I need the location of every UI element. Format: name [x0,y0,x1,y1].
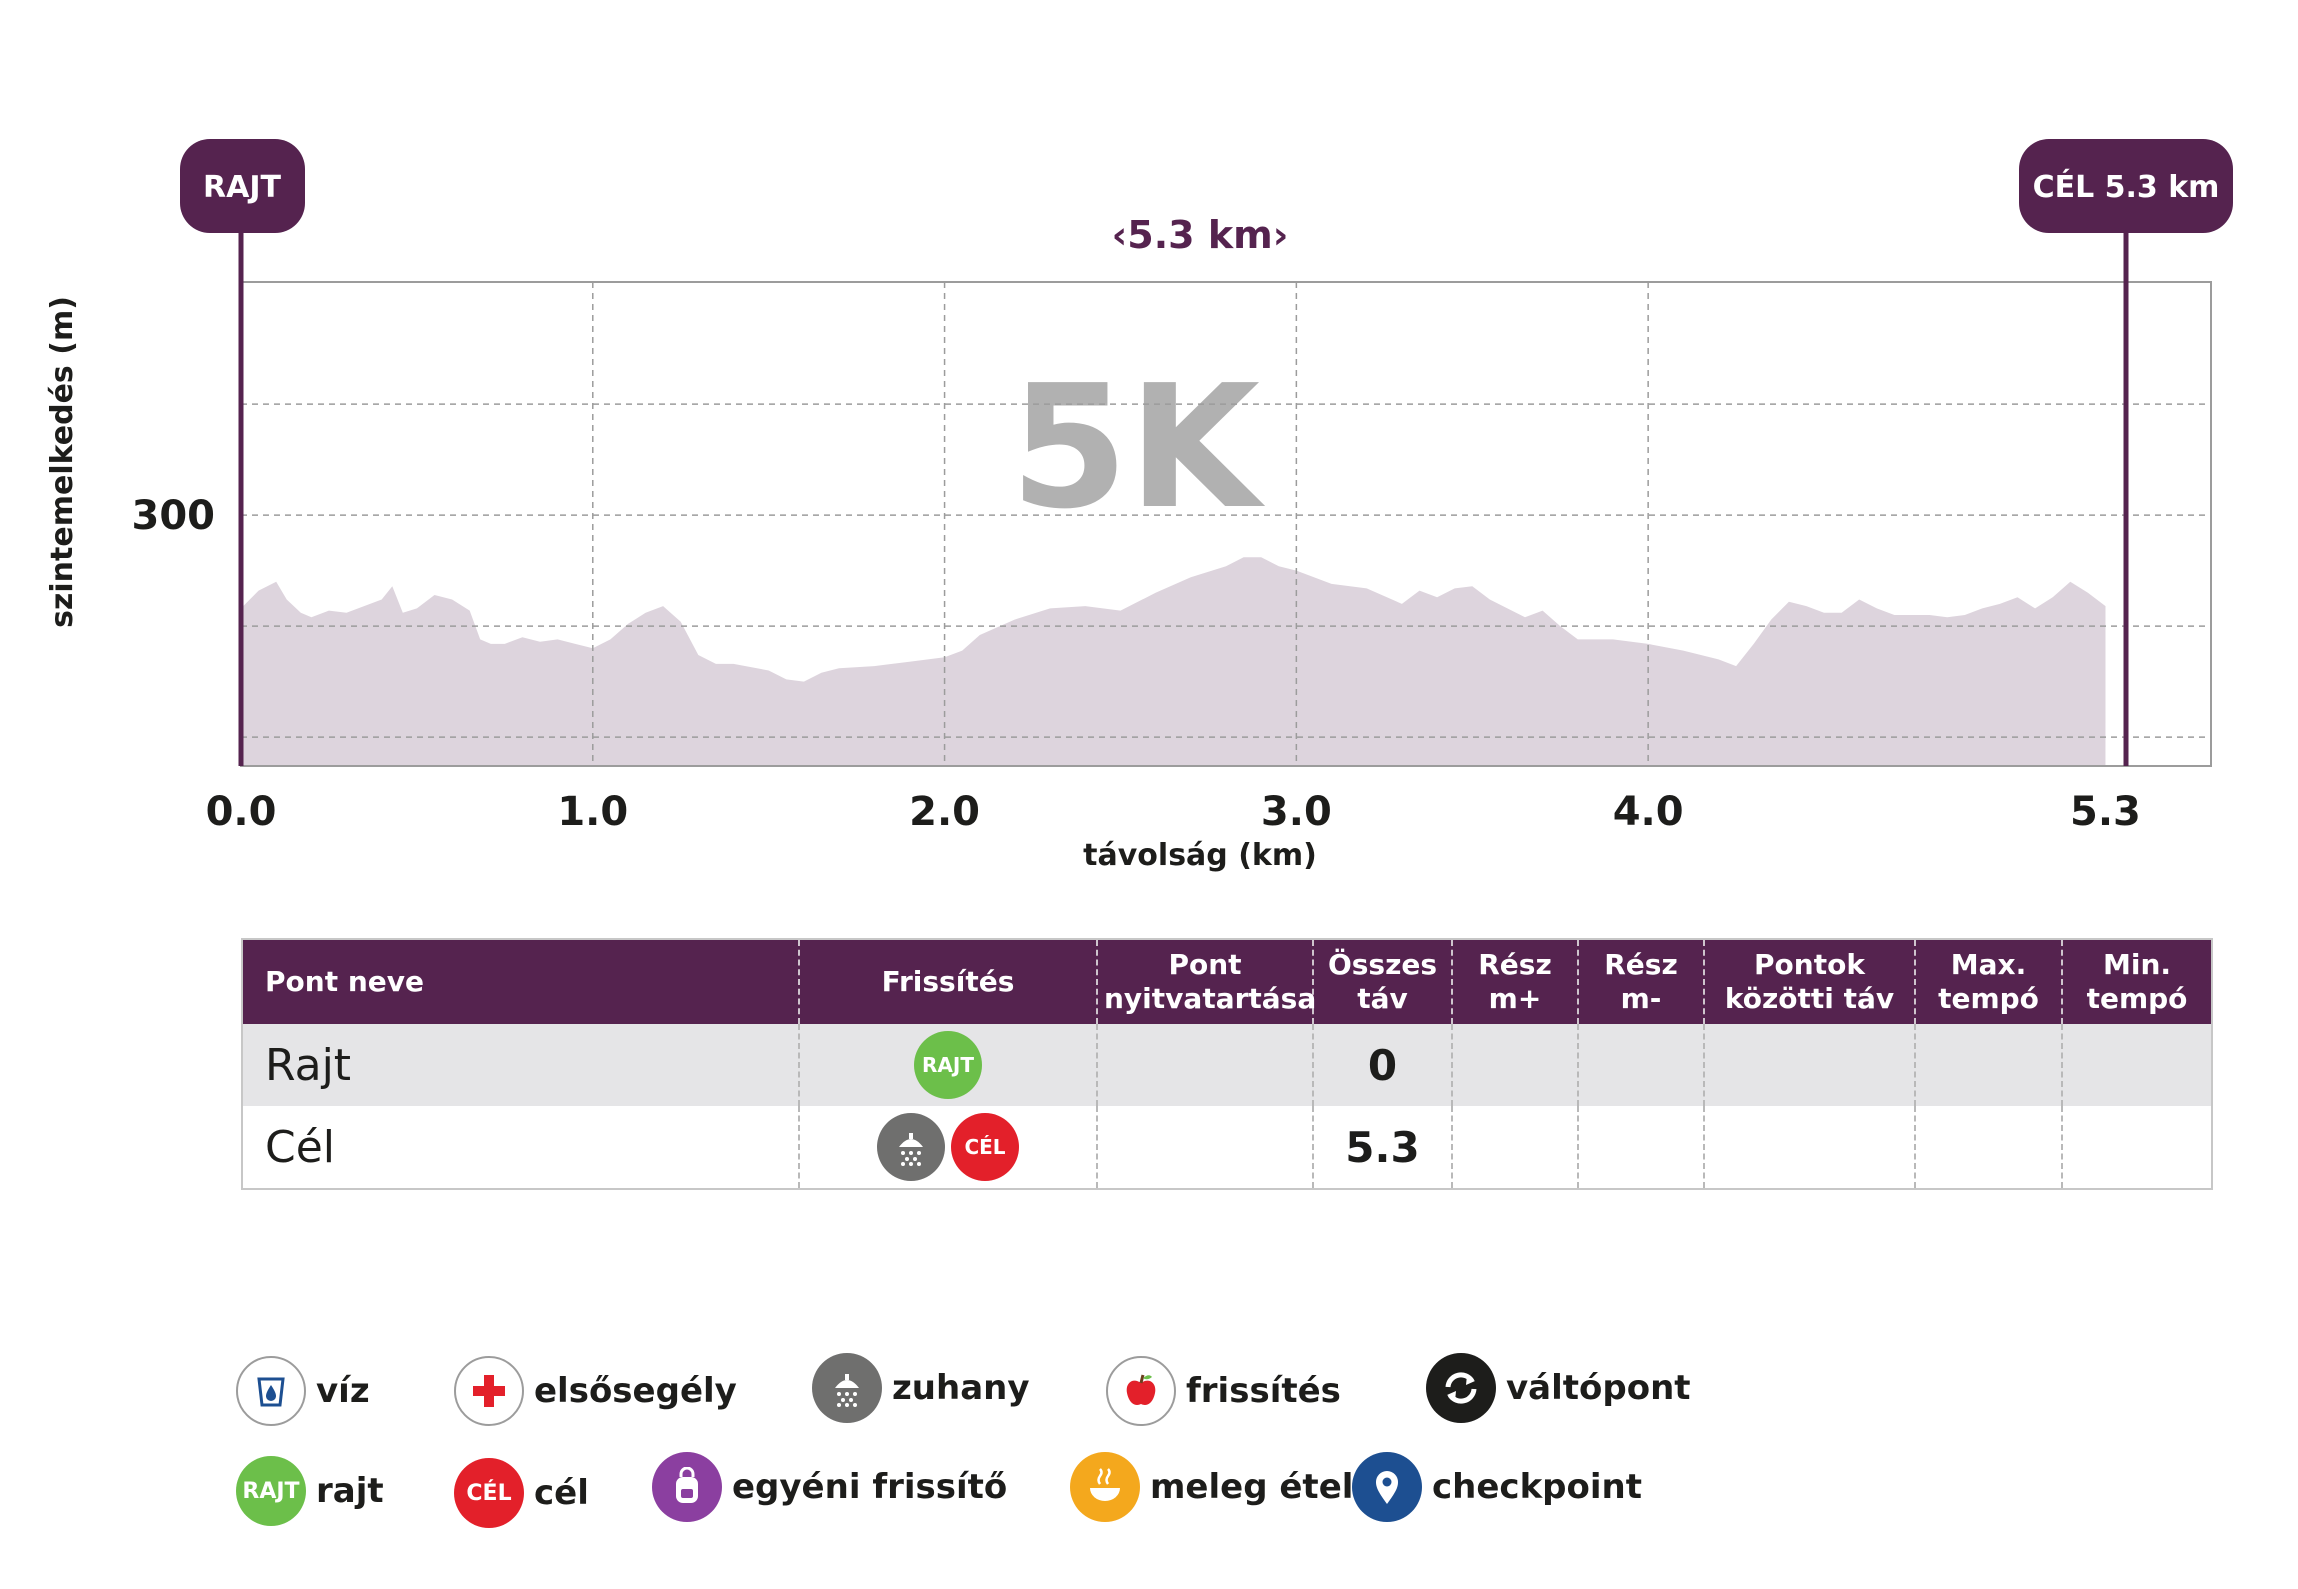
elevation-chart: 5K RAJT CÉL 5.3 km ‹5.3 km› 0.0 1.0 2.0 3.0… [45,139,2233,873]
table-row: Cél CÉL 5.3 [242,1106,2212,1189]
ascent-cell [1451,1106,1578,1189]
legend-start: RAJT rajt [236,1455,384,1527]
table-row: Rajt RAJT 0 [242,1024,2212,1106]
legend-first-aid: elsősegély [454,1355,737,1427]
header-refreshment: Frissítés [798,939,1097,1024]
refreshment-cell: RAJT [798,1024,1097,1106]
finish-flag: CÉL 5.3 km [2019,139,2233,233]
header-max-pace: Max. tempó [1914,939,2062,1024]
min-pace-cell [2061,1024,2212,1106]
apple-icon [1106,1356,1176,1426]
descent-cell [1577,1106,1704,1189]
legend-water: víz [236,1355,370,1427]
x-axis-ticks: 0.0 1.0 2.0 3.0 4.0 5.3 [206,789,2141,835]
y-tick-label: 300 [132,493,216,539]
shower-icon [812,1353,882,1423]
table-header-row: Pont neve Frissítés Pont nyitvatartása Ö… [242,939,2212,1024]
x-tick-label: 3.0 [1261,789,1332,835]
checkpoint-pin-icon [1352,1452,1422,1522]
y-axis-label: szintemelkedés (m) [45,296,80,628]
legend-label: frissítés [1186,1371,1341,1411]
legend-label: checkpoint [1432,1467,1642,1507]
legend-finish: CÉL cél [454,1457,589,1529]
legend-label: egyéni frissítő [732,1467,1008,1507]
distance-label: ‹5.3 km› [1112,213,1289,257]
hot-food-icon [1070,1452,1140,1522]
legend-personal: egyéni frissítő [652,1451,1007,1523]
point-name: Cél [242,1106,799,1189]
water-icon [236,1356,306,1426]
finish-badge-icon: CÉL [951,1113,1019,1181]
finish-badge-icon: CÉL [454,1458,524,1528]
min-pace-cell [2061,1106,2212,1189]
finish-flag-label: CÉL 5.3 km [2033,169,2220,205]
x-tick-label: 2.0 [909,789,980,835]
max-pace-cell [1914,1024,2062,1106]
legend-label: víz [316,1371,370,1411]
ascent-cell [1451,1024,1578,1106]
descent-cell [1577,1024,1704,1106]
header-distance-between: Pontok közötti táv [1703,939,1915,1024]
backpack-icon [652,1452,722,1522]
opening-cell [1096,1106,1313,1189]
max-pace-cell [1914,1106,2062,1189]
opening-cell [1096,1024,1313,1106]
legend-label: rajt [316,1471,384,1511]
x-tick-label: 1.0 [557,789,628,835]
total-distance-cell: 0 [1312,1024,1452,1106]
header-opening-hours: Pont nyitvatartása [1096,939,1316,1024]
legend-exchange: váltópont [1426,1352,1691,1424]
legend-label: zuhany [892,1368,1030,1408]
shower-icon [877,1113,945,1181]
start-flag-label: RAJT [203,170,281,205]
legend-shower: zuhany [812,1352,1030,1424]
legend-label: meleg étel [1150,1467,1354,1507]
y-axis-ticks: 300 [132,493,216,539]
elevation-profile-area [241,557,2106,766]
legend-checkpoint: checkpoint [1352,1451,1642,1523]
x-tick-label: 5.3 [2070,789,2141,835]
start-flag: RAJT [180,139,305,233]
legend-label: cél [534,1473,589,1513]
points-table: Pont neve Frissítés Pont nyitvatartása Ö… [241,938,2213,1190]
header-point-name: Pont neve [242,939,799,1024]
x-axis-label: távolság (km) [1083,838,1317,873]
grid-lines [241,282,2211,766]
race-name: 5K [1010,349,1265,547]
legend-label: elsősegély [534,1371,737,1411]
start-badge-icon: RAJT [236,1456,306,1526]
header-partial-ascent: Rész m+ [1451,939,1578,1024]
start-badge-icon: RAJT [914,1031,982,1099]
point-name: Rajt [242,1024,799,1106]
x-tick-label: 4.0 [1613,789,1684,835]
x-tick-label: 0.0 [206,789,277,835]
between-cell [1703,1024,1915,1106]
header-min-pace: Min. tempó [2061,939,2212,1024]
total-distance-cell: 5.3 [1312,1106,1452,1189]
legend-label: váltópont [1506,1368,1691,1408]
legend-refreshment: frissítés [1106,1355,1341,1427]
legend-hot-food: meleg étel [1070,1451,1353,1523]
between-cell [1703,1106,1915,1189]
refreshment-cell: CÉL [798,1106,1097,1189]
header-partial-descent: Rész m- [1577,939,1704,1024]
first-aid-icon [454,1356,524,1426]
exchange-icon [1426,1353,1496,1423]
header-total-distance: Összes táv [1312,939,1452,1024]
